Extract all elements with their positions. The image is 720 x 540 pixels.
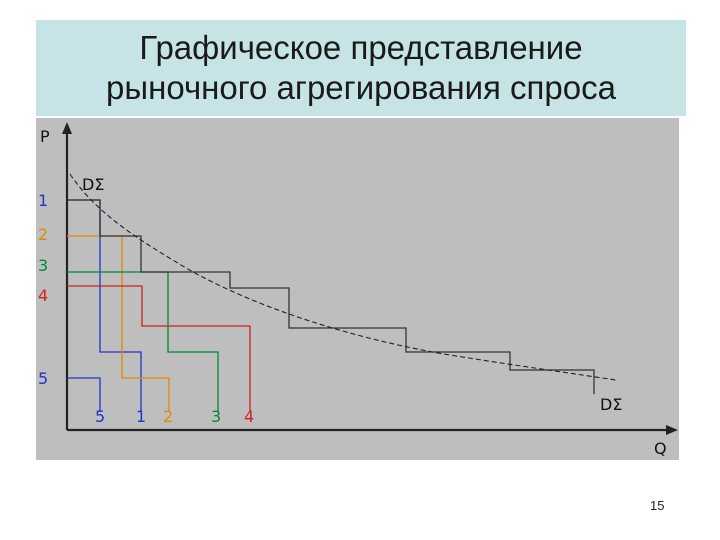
demand-step-consumer-5: [67, 377, 101, 412]
curve-label-top: DΣ: [82, 175, 104, 194]
axes: [62, 122, 678, 435]
y-axis-arrow: [62, 122, 72, 134]
page-number: 15: [650, 498, 665, 513]
consumer-label-4: 4: [244, 407, 254, 426]
demand-aggregation-diagram: P Q DΣ DΣ 1 2 3 4 5 5 1 2 3 4: [36, 118, 679, 460]
slide-title: Графическое представление рыночного агре…: [36, 20, 686, 116]
consumer-label-5: 5: [95, 407, 105, 426]
demand-step-consumer-4: [67, 285, 251, 412]
demand-step-consumer-3: [67, 271, 219, 412]
curve-label-bottom: DΣ: [600, 395, 622, 414]
price-label-1: 1: [38, 191, 48, 210]
y-axis-label: P: [40, 127, 50, 146]
aggregate-demand-steps: [67, 199, 595, 394]
consumer-label-2: 2: [163, 407, 173, 426]
consumer-label-1: 1: [136, 407, 146, 426]
price-label-2: 2: [38, 225, 48, 244]
slide-title-line-2: рыночного агрегирования спроса: [106, 69, 616, 106]
price-label-3: 3: [38, 256, 48, 275]
demand-step-consumer-2: [67, 235, 170, 412]
consumer-label-3: 3: [211, 407, 221, 426]
price-label-5: 5: [38, 369, 48, 388]
slide-title-line-1: Графическое представление: [139, 29, 583, 66]
aggregate-demand-curve: [69, 173, 617, 381]
x-axis-label: Q: [654, 439, 667, 458]
x-axis-arrow: [666, 425, 678, 435]
price-label-4: 4: [38, 286, 48, 305]
